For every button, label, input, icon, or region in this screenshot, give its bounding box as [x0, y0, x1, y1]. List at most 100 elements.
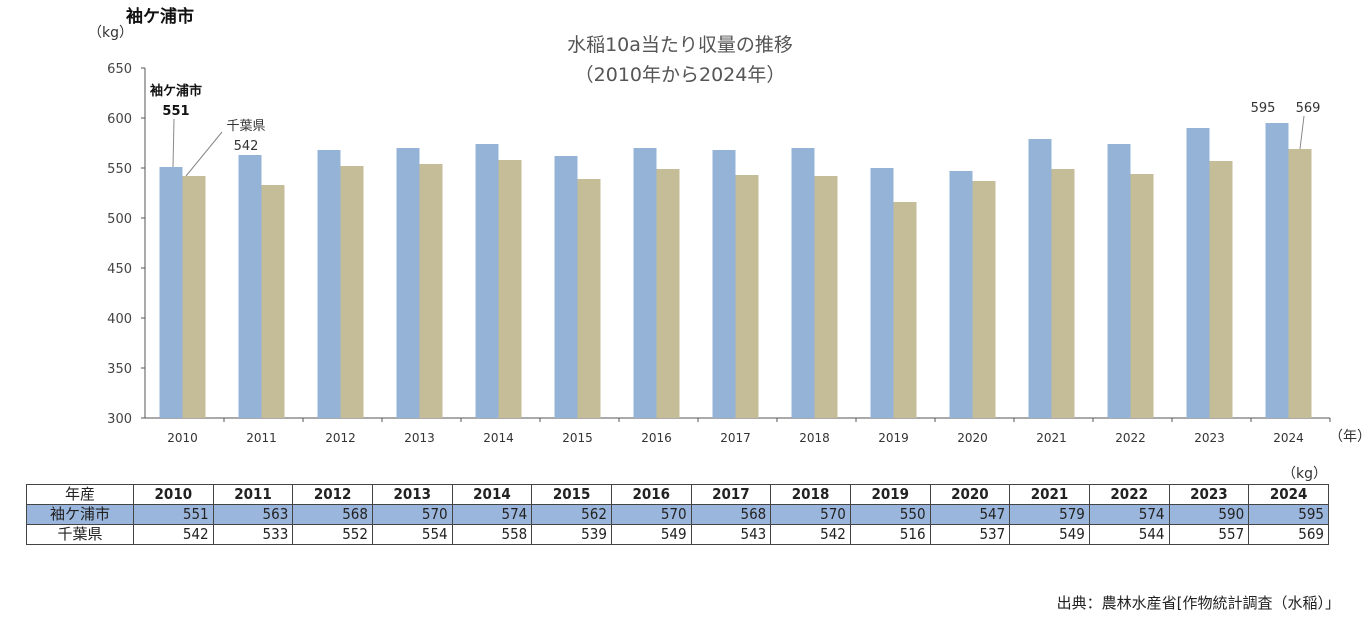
table-cell: 562	[531, 504, 612, 525]
table-cell: 516	[849, 524, 931, 545]
table-row: 袖ケ浦市 551 563 568 570 574 562 570 568 570 550 547 579…	[26, 504, 1329, 525]
bar-series2	[972, 181, 996, 418]
annotation-value-label: 569	[1296, 101, 1321, 116]
bar-series2	[735, 175, 759, 418]
table-year-header: 2011	[212, 484, 294, 505]
table-header-row: 年産 2010 2011 2012 2013 2014 2015 2016 2017 2018 2…	[26, 484, 1329, 505]
table-cell: 563	[212, 504, 294, 525]
bar-series1	[238, 155, 262, 418]
bar-series2	[419, 164, 443, 418]
table-year-header: 2024	[1248, 484, 1329, 505]
annotation-name-label: 千葉県	[226, 119, 265, 134]
table-year-header: 2013	[371, 484, 453, 505]
bar-series1	[554, 156, 578, 418]
table-cell: 595	[1248, 504, 1329, 525]
bar-series1	[791, 148, 815, 418]
y-tick-label: 400	[107, 312, 132, 327]
x-tick-label: 2014	[483, 431, 514, 445]
x-axis-unit-label: （年）	[1329, 429, 1366, 445]
table-cell: 537	[929, 524, 1011, 545]
bar-series1	[1028, 139, 1052, 418]
table-cell: 554	[371, 524, 453, 545]
table-cell: 569	[1248, 524, 1329, 545]
table-cell: 547	[929, 504, 1011, 525]
annotation-leader-line	[1299, 115, 1305, 150]
bar-series2	[1130, 174, 1154, 418]
y-axis-unit-label: （kg）	[88, 25, 133, 41]
table-cell: 570	[770, 504, 851, 525]
table-year-header: 2015	[531, 484, 612, 505]
table-cell: 551	[133, 504, 214, 525]
chart-title: 水稲10a当たり収量の推移	[567, 34, 793, 56]
bar-series1	[317, 150, 341, 418]
table-cell: 570	[371, 504, 453, 525]
x-tick-label: 2012	[325, 431, 356, 445]
table-cell: 552	[292, 524, 373, 545]
table-cell: 539	[531, 524, 612, 545]
table-cell: 568	[292, 504, 373, 525]
table-row-label: 袖ケ浦市	[26, 504, 134, 525]
y-tick-label: 300	[107, 412, 132, 427]
table-row: 千葉県 542 533 552 554 558 539 549 543 542 516 537 549 5…	[26, 524, 1329, 545]
table-year-header: 2017	[690, 484, 772, 505]
bar-series1	[1265, 123, 1289, 418]
table-unit-label: （kg）	[1282, 466, 1327, 482]
y-tick-label: 500	[107, 212, 132, 227]
x-tick-label: 2017	[720, 431, 751, 445]
bar-series1	[159, 167, 183, 418]
x-tick-label: 2023	[1194, 431, 1225, 445]
chart-subtitle: （2010年から2024年）	[574, 64, 786, 86]
table-cell: 543	[690, 524, 772, 545]
x-tick-label: 2016	[641, 431, 672, 445]
bar-series2	[182, 176, 206, 418]
annotation-name-label: 袖ケ浦市	[150, 83, 202, 99]
x-tick-label: 2019	[878, 431, 909, 445]
y-tick-label: 550	[107, 162, 132, 177]
table-cell: 590	[1168, 504, 1250, 525]
annotation-value-label: 542	[234, 139, 259, 154]
bar-series2	[498, 160, 522, 418]
bar-series1	[1107, 144, 1131, 418]
source-note: 出典：農林水産省[作物統計調査（水稲）」	[1056, 594, 1340, 612]
table-row-label: 千葉県	[26, 524, 134, 545]
bar-series2	[261, 185, 285, 418]
x-tick-label: 2020	[957, 431, 988, 445]
x-tick-label: 2024	[1273, 431, 1304, 445]
bar-series2	[656, 169, 680, 418]
table-year-header: 2023	[1168, 484, 1250, 505]
bar-series2	[1288, 149, 1312, 418]
bar-series1	[1186, 128, 1210, 418]
table-year-header: 2022	[1088, 484, 1170, 505]
x-tick-label: 2018	[799, 431, 830, 445]
x-tick-label: 2011	[246, 431, 277, 445]
table-year-header: 2016	[610, 484, 692, 505]
y-tick-label: 350	[107, 362, 132, 377]
bar-series2	[577, 179, 601, 418]
table-year-header: 2021	[1009, 484, 1090, 505]
annotation-leader-line	[172, 118, 175, 168]
table-cell: 568	[690, 504, 772, 525]
y-tick-label: 650	[107, 62, 132, 77]
y-tick-label: 600	[107, 112, 132, 127]
bar-series1	[633, 148, 657, 418]
table-header-label: 年産	[26, 484, 134, 505]
bar-series2	[814, 176, 838, 418]
table-cell: 570	[610, 504, 692, 525]
annotation-leader-line	[185, 131, 223, 177]
bar-series1	[870, 168, 894, 418]
bar-series1	[396, 148, 420, 418]
table-cell: 542	[770, 524, 851, 545]
page-label: 袖ケ浦市	[126, 7, 194, 27]
bar-series2	[340, 166, 364, 418]
bar-series2	[1209, 161, 1233, 418]
table-cell: 550	[849, 504, 931, 525]
x-tick-label: 2015	[562, 431, 593, 445]
table-cell: 544	[1088, 524, 1170, 545]
table-cell: 549	[610, 524, 692, 545]
bar-series1	[712, 150, 736, 418]
y-tick-label: 450	[107, 262, 132, 277]
annotation-value-label: 595	[1251, 101, 1276, 116]
table-cell: 574	[451, 504, 533, 525]
x-tick-label: 2010	[167, 431, 198, 445]
table-year-header: 2018	[770, 484, 851, 505]
